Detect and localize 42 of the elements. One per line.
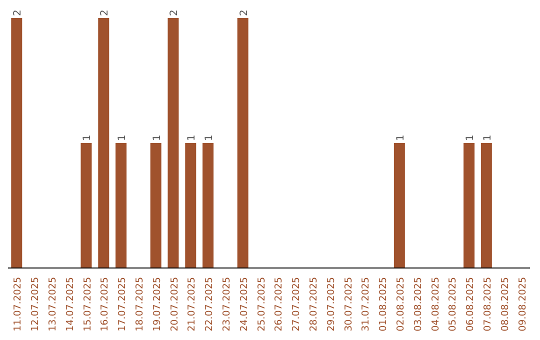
x-tick-label: 25.07.2025 [256, 277, 268, 332]
data-label: 1 [117, 134, 128, 141]
data-label: 1 [152, 134, 163, 141]
x-tick-label: 13.07.2025 [48, 277, 58, 332]
x-tick-label: 30.07.2025 [343, 277, 354, 332]
x-tick-label: 22.07.2025 [204, 277, 216, 332]
x-tick-label: 08.08.2025 [500, 277, 511, 332]
data-label: 1 [204, 134, 216, 141]
x-tick-label: 18.07.2025 [134, 277, 146, 332]
x-tick-label: 26.07.2025 [274, 277, 285, 332]
x-tick-label: 16.07.2025 [100, 277, 111, 332]
x-tick-label: 24.07.2025 [238, 277, 250, 332]
data-label: 2 [238, 10, 250, 16]
x-tick-label: 01.08.2025 [378, 277, 390, 332]
x-tick-label: 11.07.2025 [12, 277, 24, 332]
x-tick-label: 28.07.2025 [308, 277, 320, 332]
x-tick-label: 20.07.2025 [169, 277, 180, 332]
x-tick-label: 23.07.2025 [222, 277, 232, 332]
x-tick-label: 06.08.2025 [465, 277, 476, 332]
data-label: 1 [465, 134, 476, 141]
data-label: 1 [186, 134, 198, 141]
x-tick-label: 03.08.2025 [412, 277, 424, 332]
x-tick-label: 31.07.2025 [360, 277, 372, 332]
x-tick-label: 12.07.2025 [30, 277, 42, 332]
x-tick-label: 04.08.2025 [430, 277, 442, 332]
x-tick-label: 19.07.2025 [152, 277, 163, 332]
data-label: 2 [12, 10, 24, 16]
x-tick-label: 05.08.2025 [448, 277, 459, 332]
x-tick-label: 21.07.2025 [186, 277, 198, 332]
x-tick-label: 14.07.2025 [64, 277, 76, 332]
data-label: 1 [482, 134, 494, 141]
data-label: 1 [82, 134, 94, 141]
x-tick-label: 07.08.2025 [482, 277, 494, 332]
x-tick-label: 17.07.2025 [117, 277, 128, 332]
x-tick-label: 27.07.2025 [291, 277, 302, 332]
data-label: 1 [395, 134, 406, 141]
data-label: 2 [100, 10, 111, 16]
data-label: 2 [169, 10, 180, 16]
x-tick-label: 15.07.2025 [82, 277, 94, 332]
x-tick-label: 29.07.2025 [326, 277, 337, 332]
x-tick-label: 02.08.2025 [396, 277, 406, 332]
x-tick-label: 09.08.2025 [517, 277, 528, 332]
